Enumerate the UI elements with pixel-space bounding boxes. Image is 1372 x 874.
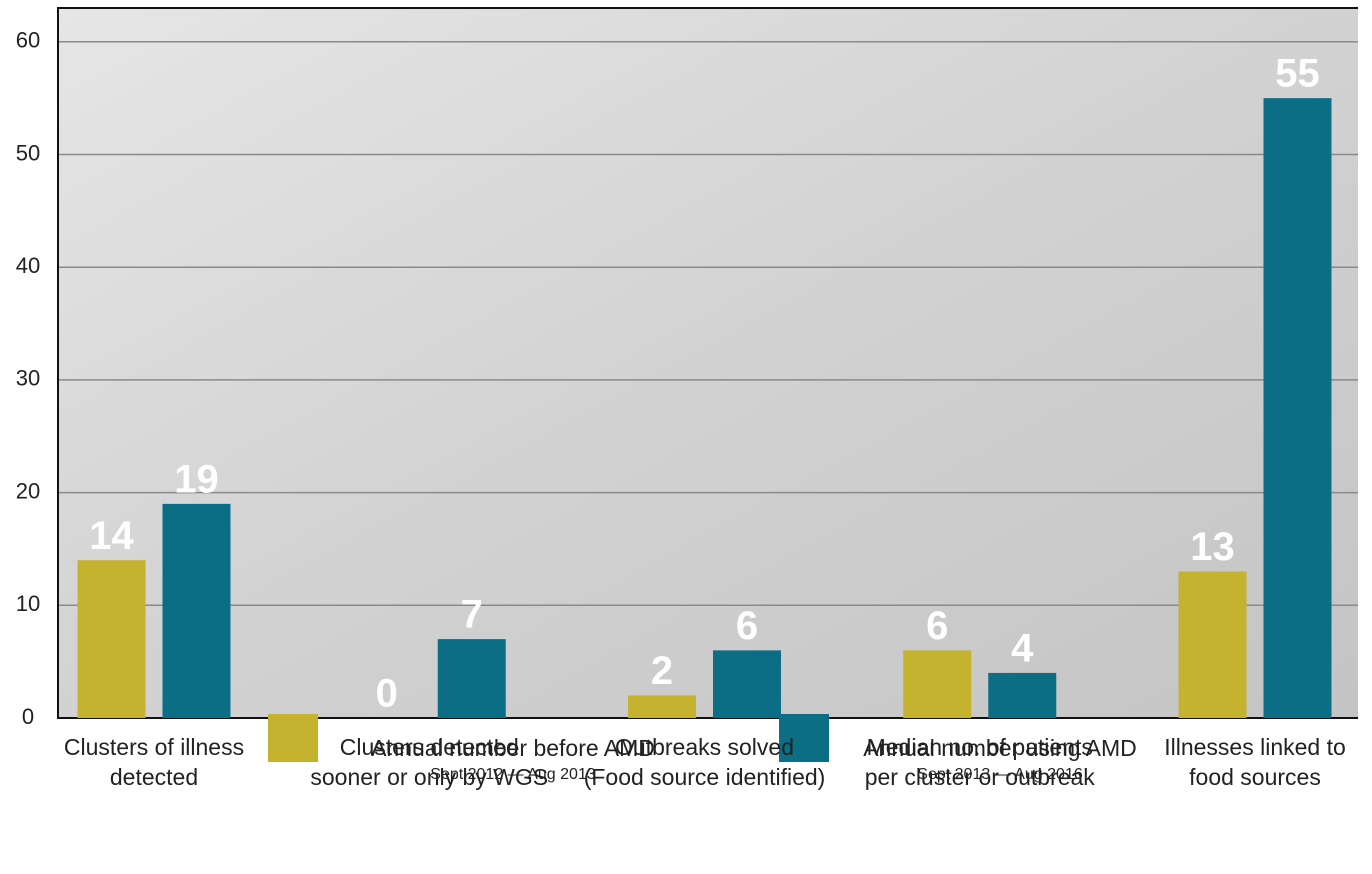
legend-label: Annual number before AMD bbox=[371, 735, 655, 761]
data-label: 13 bbox=[1190, 525, 1235, 569]
y-tick-label: 50 bbox=[16, 140, 40, 165]
axis-frame bbox=[57, 7, 1358, 719]
bar bbox=[903, 650, 972, 718]
data-label: 4 bbox=[1011, 626, 1034, 670]
bar bbox=[713, 650, 781, 718]
legend-swatch bbox=[779, 714, 829, 762]
bar bbox=[988, 672, 1057, 718]
x-tick-label: Median no. of patients per cluster or ou… bbox=[864, 734, 1095, 790]
y-tick-label: 60 bbox=[16, 28, 40, 53]
bar bbox=[1263, 98, 1332, 718]
bar bbox=[628, 695, 696, 718]
legend-period: Sept 2012 — Aug 2013 bbox=[430, 766, 596, 783]
data-label: 19 bbox=[174, 457, 219, 501]
y-tick-label: 20 bbox=[16, 478, 40, 503]
data-label: 6 bbox=[736, 604, 758, 648]
y-tick-label: 0 bbox=[22, 704, 34, 729]
x-tick-label: Outbreaks solved (Food source identified… bbox=[583, 734, 826, 790]
y-tick-label: 10 bbox=[16, 591, 40, 616]
data-label: 7 bbox=[461, 593, 483, 637]
data-label: 2 bbox=[651, 649, 673, 693]
legend-swatch bbox=[268, 714, 318, 762]
bar bbox=[77, 560, 146, 718]
bar bbox=[1178, 571, 1247, 718]
y-tick-label: 40 bbox=[16, 253, 40, 278]
x-tick-label: Illnesses linked to food sources bbox=[1164, 734, 1346, 790]
data-label: 6 bbox=[926, 604, 948, 648]
legend-period: Sept 2013 — Aug 2016 bbox=[917, 766, 1083, 783]
legend-label: Annual number using AMD bbox=[863, 735, 1137, 761]
x-tick-label: Clusters detected sooner or only by WGS bbox=[310, 734, 549, 790]
x-tick-label: Clusters of illness detected bbox=[63, 734, 245, 790]
bar bbox=[162, 503, 231, 718]
data-label: 14 bbox=[89, 514, 134, 558]
plot-background bbox=[58, 8, 1358, 718]
data-label: 55 bbox=[1275, 52, 1320, 96]
data-label: 0 bbox=[376, 672, 398, 716]
bar bbox=[437, 639, 506, 718]
y-tick-label: 30 bbox=[16, 366, 40, 391]
